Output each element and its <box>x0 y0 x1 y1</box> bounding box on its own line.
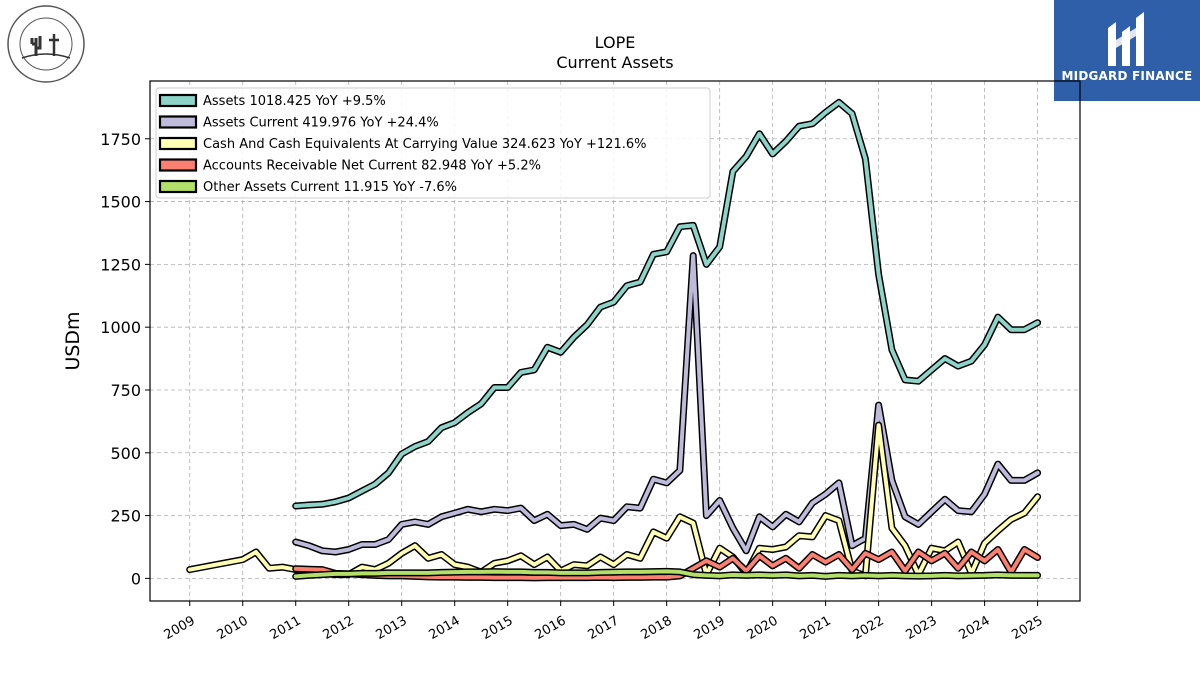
x-tick-label: 2018 <box>639 613 675 643</box>
legend-swatch-2 <box>158 136 198 151</box>
y-tick-label: 1750 <box>100 130 141 149</box>
y-axis-ticks: 0 250 500 750 1000 1250 1500 1750 <box>100 130 150 588</box>
x-tick-label: 2009 <box>162 613 198 643</box>
x-tick-label: 2019 <box>691 613 727 643</box>
midgard-finance-logo: MIDGARD FINANCE <box>1054 0 1200 101</box>
legend: Assets 1018.425 YoY +9.5% Assets Current … <box>155 87 711 199</box>
x-tick-label: 2014 <box>427 613 463 643</box>
legend-swatch-4 <box>158 179 198 194</box>
chart-title: LOPE <box>595 33 636 52</box>
legend-label-0: Assets 1018.425 YoY +9.5% <box>203 94 386 109</box>
legend-label-3: Accounts Receivable Net Current 82.948 Y… <box>203 159 541 174</box>
x-tick-label: 2025 <box>1009 613 1045 643</box>
legend-label-1: Assets Current 419.976 YoY +24.4% <box>203 116 439 131</box>
legend-swatch-3 <box>158 158 198 172</box>
y-tick-label: 1250 <box>100 255 141 274</box>
series-line-1 <box>293 253 1040 554</box>
plot-frame <box>149 80 1081 602</box>
y-tick-label: 750 <box>110 381 141 400</box>
y-axis-label: USDm <box>62 311 84 370</box>
legend-swatch-1 <box>158 115 198 129</box>
x-tick-label: 2023 <box>903 613 939 643</box>
x-tick-label: 2012 <box>321 613 357 643</box>
x-tick-label: 2017 <box>586 613 622 643</box>
brand-name: MIDGARD FINANCE <box>1061 69 1193 83</box>
series-line-3 <box>293 547 1040 580</box>
x-tick-label: 2015 <box>480 613 516 643</box>
y-tick-label: 1500 <box>100 193 141 212</box>
x-tick-label: 2020 <box>744 613 780 643</box>
y-tick-label: 250 <box>110 507 141 526</box>
y-tick-label: 0 <box>131 569 141 588</box>
x-tick-label: 2021 <box>797 613 833 643</box>
x-tick-label: 2013 <box>374 613 410 643</box>
x-tick-label: 2022 <box>850 613 886 643</box>
x-tick-label: 2011 <box>268 613 304 643</box>
grand-canyon-university-logo <box>6 4 86 84</box>
x-tick-label: 2024 <box>956 613 992 643</box>
y-tick-label: 500 <box>110 444 141 463</box>
y-tick-label: 1000 <box>100 318 141 337</box>
legend-label-4: Other Assets Current 11.915 YoY -7.6% <box>203 180 457 195</box>
legend-box <box>155 87 711 199</box>
x-tick-label: 2016 <box>533 613 569 643</box>
series-line-4 <box>293 569 1040 579</box>
legend-label-2: Cash And Cash Equivalents At Carrying Va… <box>203 137 646 152</box>
legend-swatch-0 <box>158 93 198 108</box>
x-tick-label: 2010 <box>215 613 251 643</box>
series-lines <box>186 98 1042 582</box>
midgard-mark-icon <box>1108 12 1144 66</box>
x-axis-ticks: 2009 2010 2011 2012 2013 2014 2015 2016 2017 2018… <box>162 601 1046 643</box>
chart-subtitle: Current Assets <box>556 53 673 72</box>
series-line-0 <box>293 100 1040 508</box>
university-seal-icon <box>7 5 85 83</box>
